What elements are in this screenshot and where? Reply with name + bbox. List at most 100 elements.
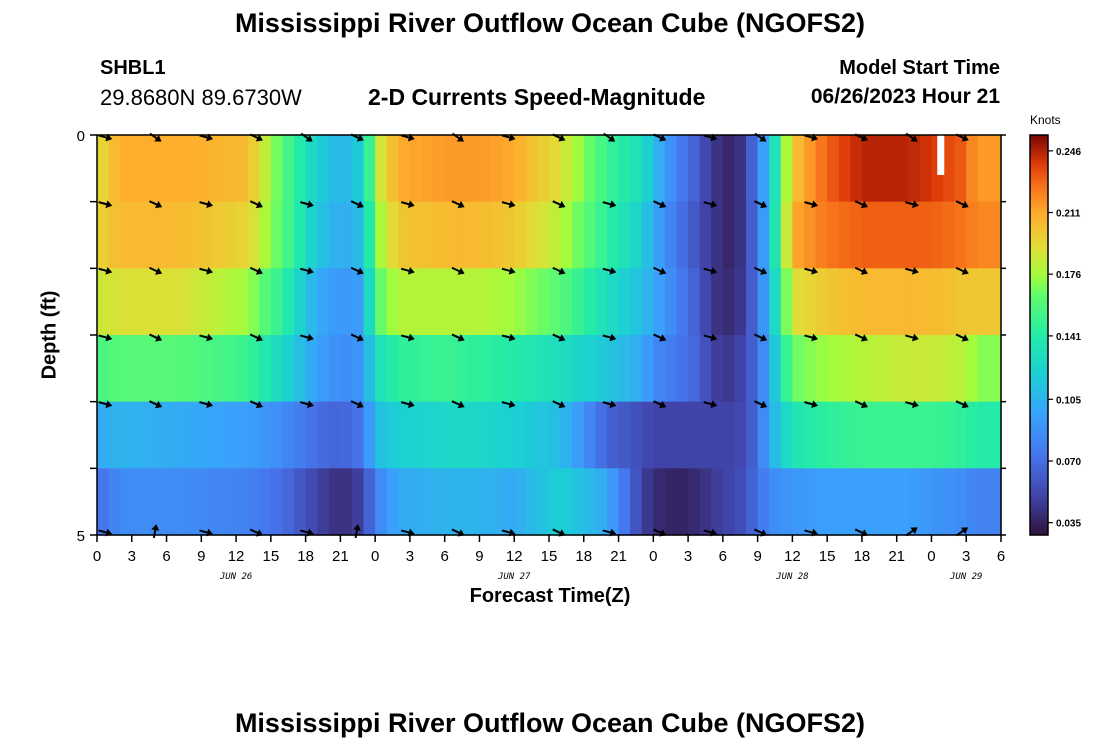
heatmap-cell [212,201,226,269]
heatmap-cell [746,201,759,269]
heatmap-cell [734,201,747,269]
heatmap-cell [966,335,979,403]
heatmap-cell [606,401,620,469]
heatmap-cell [224,268,237,336]
heatmap-cell [838,268,851,336]
heatmap-cell [154,468,168,536]
heatmap-cell [676,268,689,336]
heatmap-cell [560,135,573,203]
heatmap-cell [456,201,469,269]
heatmap-cell [456,335,469,403]
heatmap-cell [305,468,318,536]
heatmap-cell [931,268,944,336]
heatmap-cell [618,335,631,403]
heatmap-cell [827,201,840,269]
heatmap-cell [653,335,666,403]
heatmap-cell [641,201,654,269]
heatmap-cell [247,135,260,203]
heatmap-cell [514,401,527,469]
current-arrow [552,400,566,409]
heatmap-cell [514,335,527,403]
date-label: JUN 29 [949,572,983,582]
heatmap-cell [630,335,643,403]
current-arrow [249,200,263,209]
date-label: JUN 28 [775,572,809,582]
heatmap-cell [803,401,817,469]
current-arrow [249,266,263,275]
heatmap-cell [409,135,423,203]
x-tick-label: 18 [297,548,314,565]
heatmap-cell [688,335,701,403]
heatmap-cell [120,135,133,203]
x-tick-label: 0 [649,548,657,565]
heatmap-cell [537,335,550,403]
heatmap-cell [143,468,156,536]
heatmap-cell [954,201,967,269]
current-arrow [400,400,415,409]
x-tick-label: 3 [962,548,970,565]
heatmap-cell [699,135,712,203]
heatmap-cell [954,401,967,469]
heatmap-cell [722,201,736,269]
current-arrow [400,333,415,342]
heatmap-cell [363,335,376,403]
heatmap-cell [803,335,817,403]
heatmap-cell [572,201,585,269]
heatmap-cell [780,401,793,469]
heatmap-cell [108,335,121,403]
heatmap-cell [444,401,457,469]
current-arrow [754,400,768,409]
heatmap-cell [919,201,933,269]
heatmap-cell [560,468,573,536]
heatmap-cell [502,468,515,536]
heatmap-cell [746,335,759,403]
current-arrow [804,200,819,209]
current-arrow [854,266,868,275]
current-arrow [854,400,868,409]
heatmap-cell [664,135,678,203]
heatmap-cell [827,401,840,469]
x-tick-label: 15 [541,548,558,565]
heatmap-cell [815,135,828,203]
heatmap-cell [560,268,573,336]
heatmap-cell [861,201,875,269]
heatmap-cell [885,335,898,403]
heatmap-cell [178,468,191,536]
heatmap-cell [861,268,875,336]
current-arrow [350,200,364,209]
heatmap-cell [641,135,654,203]
current-arrow [501,333,516,342]
current-arrow [905,266,919,275]
heatmap-cell [977,268,991,336]
heatmap-cell [375,335,388,403]
heatmap-cell [398,468,411,536]
heatmap-cell [919,401,933,469]
heatmap-cell [421,401,434,469]
heatmap-cell [525,468,539,536]
heatmap-cell [143,401,156,469]
heatmap-cell [595,201,608,269]
heatmap-cell [491,335,504,403]
heatmap-cell [444,468,457,536]
heatmap-cell [282,468,295,536]
heatmap-cell [734,135,747,203]
heatmap-cell [919,135,933,203]
heatmap-cell [120,268,133,336]
heatmap-cell [954,135,967,203]
heatmap-cell [421,335,434,403]
heatmap-cell [873,268,886,336]
heatmap-cell [583,268,596,336]
current-arrow [199,400,214,409]
heatmap-cell [294,135,307,203]
heatmap-cell [97,335,110,403]
heatmap-cell [328,268,341,336]
heatmap-cell [433,201,446,269]
heatmap-cell [688,468,701,536]
heatmap-cell [386,135,399,203]
heatmap-cell [166,468,179,536]
heatmap-cell [815,401,828,469]
heatmap-cell [491,201,504,269]
current-arrow [754,333,768,342]
heatmap-cell [224,335,237,403]
heatmap-cell [908,401,921,469]
